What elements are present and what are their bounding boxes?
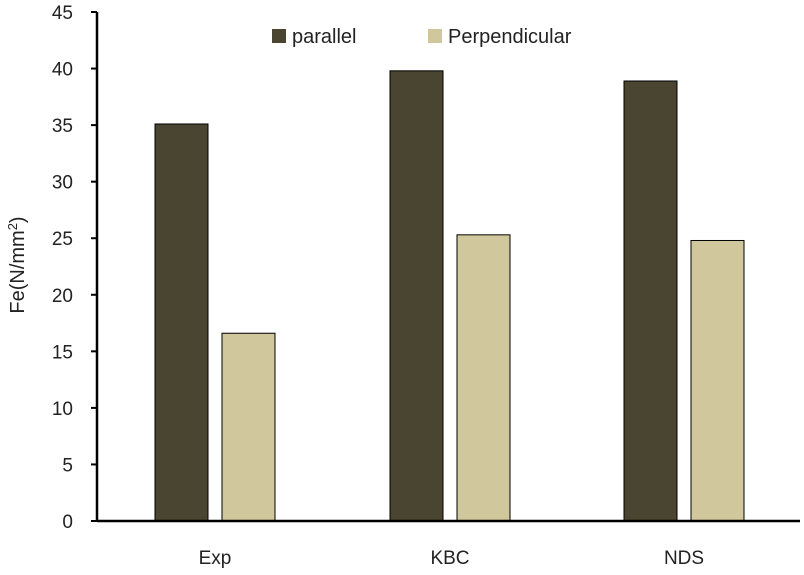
x-category-label-nds: NDS <box>664 548 704 569</box>
y-tick-label-40: 40 <box>52 60 73 81</box>
legend: parallel Perpendicular <box>272 26 572 48</box>
legend-label-perpendicular: Perpendicular <box>448 26 572 48</box>
y-axis-ticks: 0 5 10 15 20 25 30 35 40 45 <box>52 3 97 533</box>
y-tick-label-5: 5 <box>62 455 73 476</box>
y-tick-label-10: 10 <box>52 399 73 420</box>
y-tick-label-20: 20 <box>52 286 73 307</box>
bar-perpendicular-kbc <box>456 234 511 522</box>
bars-group <box>154 70 745 522</box>
y-axis-title: Fe(N/mm2) <box>5 216 30 313</box>
x-axis-categories: Exp KBC NDS <box>199 548 704 569</box>
y-tick-label-35: 35 <box>52 116 73 137</box>
y-tick-label-15: 15 <box>52 342 73 363</box>
bar-parallel-nds <box>623 80 678 522</box>
legend-label-parallel: parallel <box>292 26 356 48</box>
y-tick-label-45: 45 <box>52 3 73 24</box>
x-category-label-kbc: KBC <box>430 548 469 569</box>
legend-swatch-parallel <box>272 29 286 43</box>
y-tick-label-25: 25 <box>52 229 73 250</box>
bar-parallel-exp <box>154 123 209 522</box>
bar-perpendicular-nds <box>690 239 745 522</box>
y-tick-label-30: 30 <box>52 173 73 194</box>
bar-perpendicular-exp <box>221 332 276 522</box>
y-tick-label-0: 0 <box>62 512 73 533</box>
x-category-label-exp: Exp <box>199 548 232 569</box>
legend-swatch-perpendicular <box>428 29 442 43</box>
bar-parallel-kbc <box>389 70 444 522</box>
